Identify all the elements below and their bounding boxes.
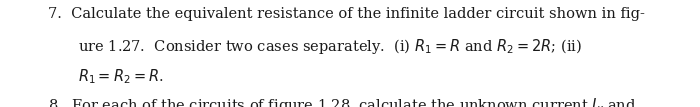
- Text: $R_1 = R_2 = R$.: $R_1 = R_2 = R$.: [78, 67, 164, 86]
- Text: 8.  For each of the circuits of figure 1.28, calculate the unknown current $I_x$: 8. For each of the circuits of figure 1.…: [48, 96, 636, 107]
- Text: ure 1.27.  Consider two cases separately.  (i) $R_1 = R$ and $R_2 = 2R$; (ii): ure 1.27. Consider two cases separately.…: [78, 37, 582, 56]
- Text: 7.  Calculate the equivalent resistance of the infinite ladder circuit shown in : 7. Calculate the equivalent resistance o…: [48, 7, 645, 22]
